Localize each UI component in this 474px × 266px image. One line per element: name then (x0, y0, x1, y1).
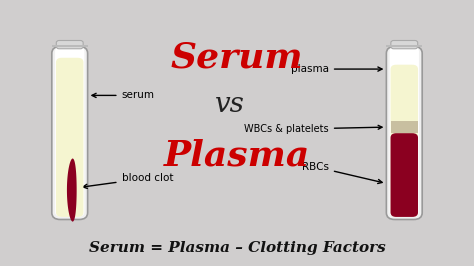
Text: Plasma: Plasma (164, 139, 310, 173)
Bar (391, 121, 418, 133)
FancyBboxPatch shape (386, 47, 422, 219)
Text: blood clot: blood clot (83, 173, 173, 188)
FancyBboxPatch shape (55, 47, 84, 217)
FancyBboxPatch shape (391, 40, 418, 49)
FancyBboxPatch shape (56, 58, 83, 217)
FancyBboxPatch shape (390, 47, 419, 217)
FancyBboxPatch shape (52, 47, 88, 219)
FancyBboxPatch shape (56, 40, 83, 49)
FancyBboxPatch shape (391, 133, 418, 217)
Bar (52, 45, 88, 47)
Polygon shape (67, 159, 77, 222)
Text: Serum: Serum (171, 41, 303, 75)
FancyBboxPatch shape (391, 65, 418, 217)
Bar (391, 121, 418, 133)
Text: Serum = Plasma – Clotting Factors: Serum = Plasma – Clotting Factors (89, 241, 385, 255)
Text: vs: vs (215, 91, 245, 118)
Bar (386, 45, 422, 47)
Text: WBCs & platelets: WBCs & platelets (244, 124, 382, 134)
Text: serum: serum (92, 90, 155, 100)
Text: plasma: plasma (291, 64, 382, 74)
Text: RBCs: RBCs (302, 162, 382, 184)
